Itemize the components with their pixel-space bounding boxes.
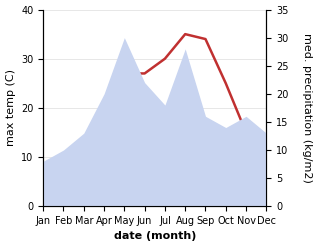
Y-axis label: med. precipitation (kg/m2): med. precipitation (kg/m2) (302, 33, 313, 183)
Y-axis label: max temp (C): max temp (C) (5, 69, 16, 146)
X-axis label: date (month): date (month) (114, 231, 196, 242)
